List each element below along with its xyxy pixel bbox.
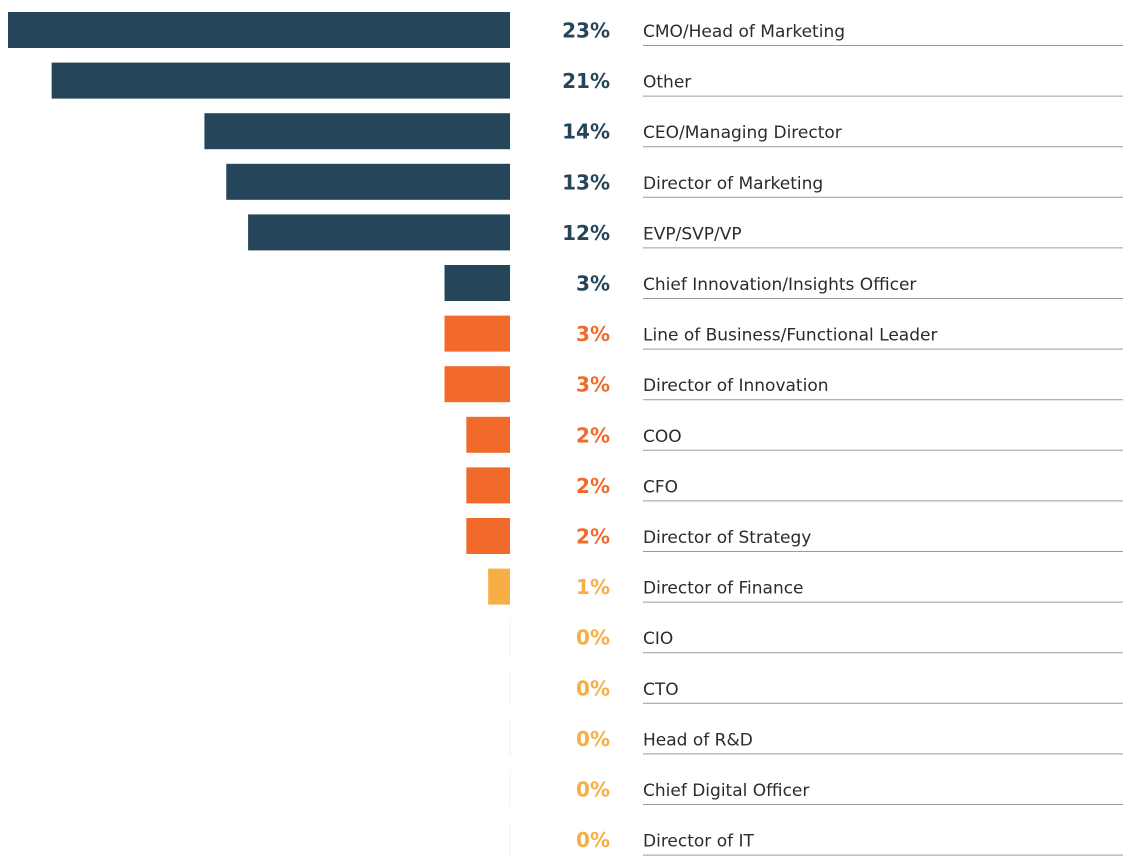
- value-label: 21%: [562, 69, 610, 93]
- bar: [226, 163, 510, 200]
- value-label: 13%: [562, 170, 610, 194]
- value-label: 2%: [576, 423, 610, 447]
- value-label: 1%: [576, 575, 610, 599]
- category-label: Director of Finance: [643, 579, 804, 599]
- category-label: Director of IT: [643, 832, 754, 852]
- category-label: Other: [643, 73, 691, 93]
- bar: [444, 315, 510, 352]
- category-label: COO: [643, 427, 682, 447]
- category-label: CIO: [643, 629, 673, 649]
- bar: [466, 416, 510, 453]
- bar: [488, 568, 510, 605]
- value-label: 23%: [562, 19, 610, 43]
- value-label: 0%: [576, 727, 610, 751]
- bar: [466, 518, 510, 554]
- value-label: 0%: [576, 778, 610, 802]
- value-label: 14%: [562, 120, 610, 144]
- category-label: CTO: [643, 680, 679, 700]
- bar: [51, 62, 511, 99]
- value-label: 0%: [576, 676, 610, 700]
- bar: [204, 113, 510, 150]
- value-label: 0%: [576, 828, 610, 852]
- bar: [248, 214, 510, 251]
- bar: [444, 366, 510, 403]
- category-label: Line of Business/Functional Leader: [643, 326, 937, 346]
- value-label: 3%: [576, 322, 610, 346]
- value-label: 2%: [576, 525, 610, 549]
- bar: [8, 12, 510, 48]
- category-label: EVP/SVP/VP: [643, 224, 742, 244]
- category-label: Director of Marketing: [643, 174, 823, 194]
- category-label: Head of R&D: [643, 730, 753, 750]
- category-label: CFO: [643, 477, 678, 497]
- value-label: 3%: [576, 373, 610, 397]
- category-label: CEO/Managing Director: [643, 123, 842, 143]
- value-label: 0%: [576, 626, 610, 650]
- value-label: 3%: [576, 272, 610, 296]
- value-label: 2%: [576, 474, 610, 498]
- category-label: Chief Innovation/Insights Officer: [643, 275, 916, 295]
- bar: [444, 265, 510, 301]
- category-label: Chief Digital Officer: [643, 781, 809, 801]
- category-label: CMO/Head of Marketing: [643, 22, 845, 42]
- category-label: Director of Innovation: [643, 376, 829, 396]
- value-label: 12%: [562, 221, 610, 245]
- category-label: Director of Strategy: [643, 528, 811, 548]
- bar: [466, 467, 510, 504]
